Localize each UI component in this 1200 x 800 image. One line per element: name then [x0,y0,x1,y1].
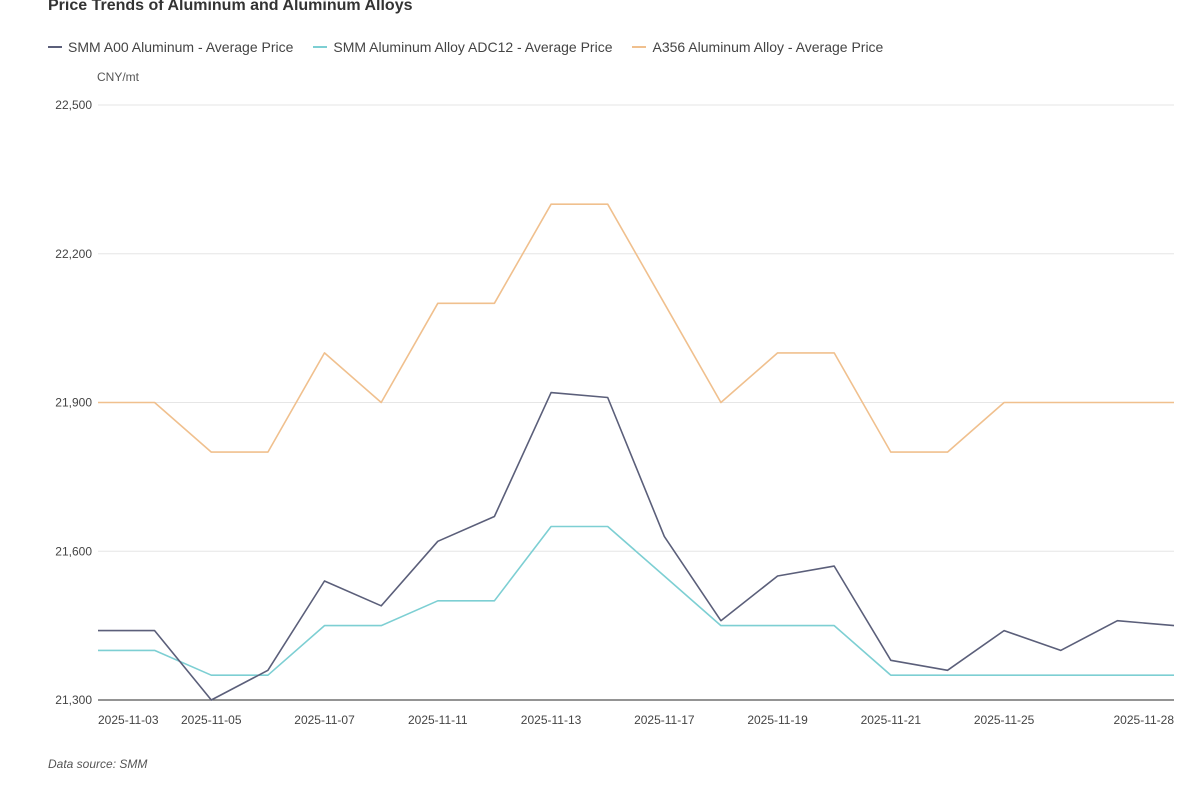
series-line-adc12 [98,525,1174,677]
y-tick-label: 21,600 [55,544,92,558]
legend-swatch-a356 [632,46,647,48]
legend-label-adc12: SMM Aluminum Alloy ADC12 - Average Price [333,39,613,55]
legend-item-adc12[interactable]: SMM Aluminum Alloy ADC12 - Average Price [313,39,612,55]
x-tick-label: 2025-11-28 [1114,713,1175,727]
x-tick-label: 2025-11-11 [408,713,468,727]
y-tick-label: 21,900 [55,396,92,410]
legend-label-a356: A356 Aluminum Alloy - Average Price [652,39,884,55]
legend-swatch-adc12 [313,46,328,48]
y-tick-label: 22,500 [55,98,92,112]
x-tick-label: 2025-11-21 [861,713,922,727]
x-tick-label: 2025-11-25 [974,713,1035,727]
series-line-a00 [98,391,1175,701]
y-axis-unit: CNY/mt [97,70,139,84]
legend-item-a00[interactable]: SMM A00 Aluminum - Average Price [48,39,293,55]
legend-label-a00: SMM A00 Aluminum - Average Price [68,39,294,55]
x-tick-label: 2025-11-03 [98,713,159,727]
data-source-note: Data source: SMM [48,757,148,771]
legend: SMM A00 Aluminum - Average Price SMM Alu… [48,39,883,55]
y-tick-label: 22,200 [55,247,92,261]
x-tick-label: 2025-11-07 [294,713,355,727]
x-tick-label: 2025-11-13 [521,713,582,727]
legend-swatch-a00 [48,46,62,48]
x-tick-label: 2025-11-19 [747,713,808,727]
y-tick-label: 21,300 [55,693,92,707]
chart-title: Price Trends of Aluminum and Aluminum Al… [48,0,413,14]
legend-item-a356[interactable]: A356 Aluminum Alloy - Average Price [632,39,883,55]
x-tick-label: 2025-11-17 [634,713,695,727]
series-line-a356 [98,203,1174,453]
x-tick-label: 2025-11-05 [181,713,242,727]
